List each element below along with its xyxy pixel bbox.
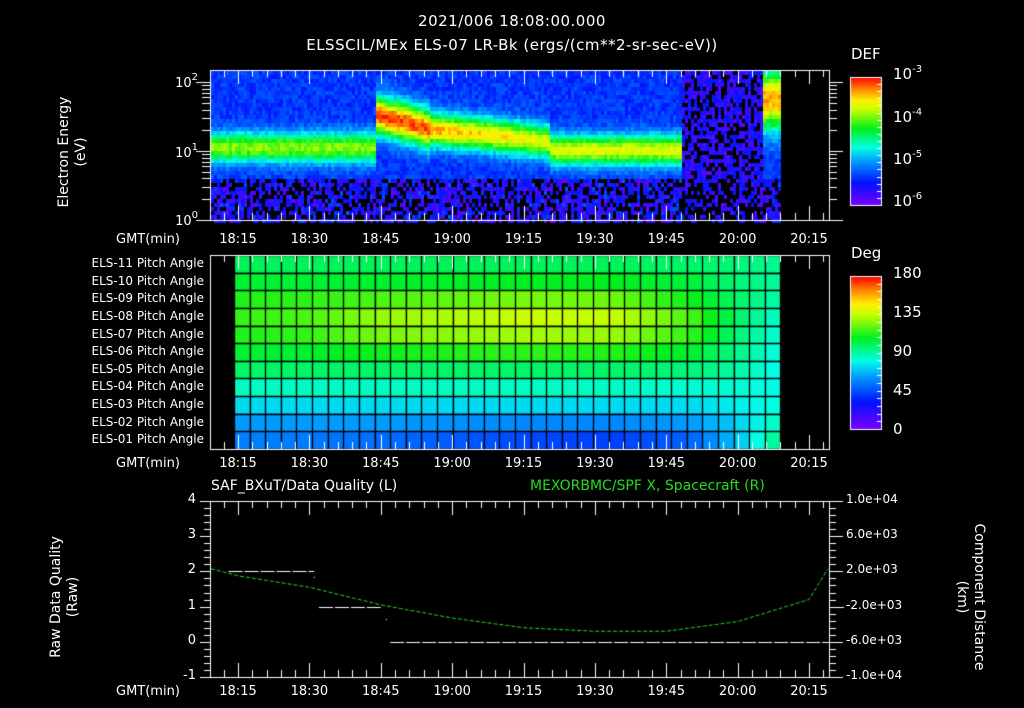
def-colorbar-label-1e-5: 10-5 <box>893 149 923 168</box>
pitch-row-label: ELS-09 Pitch Angle <box>91 291 204 306</box>
time-tick-label: 19:15 <box>504 684 543 699</box>
quality-axis-title-line1: Raw Data Quality <box>48 536 64 658</box>
quality-axis-title-line2: (Raw) <box>65 576 81 618</box>
time-tick-label: 18:15 <box>219 456 257 471</box>
energy-axis-title: Electron Energy (eV) <box>56 77 90 227</box>
time-tick-label: 20:15 <box>790 456 828 471</box>
time-tick-label: 18:15 <box>219 232 257 247</box>
distance-ytick-label: -1.0e+04 <box>846 668 903 682</box>
time-axis-label-1: GMT(min) <box>116 232 180 247</box>
time-axis-label-3: GMT(min) <box>116 684 180 699</box>
pitch-row-label: ELS-08 Pitch Angle <box>91 308 204 323</box>
pitch-row-label: ELS-01 Pitch Angle <box>91 432 204 447</box>
distance-axis-title: Component Distance (km) <box>953 507 987 687</box>
time-tick-label: 18:30 <box>290 456 329 471</box>
deg-colorbar-label-135: 135 <box>893 303 922 321</box>
quality-ytick-label: -1 <box>183 668 196 683</box>
time-tick-label: 18:45 <box>362 232 400 247</box>
quality-plot-title: SAF_BXuT/Data Quality (L) <box>211 478 398 494</box>
time-tick-label: 18:45 <box>362 456 400 471</box>
quality-ytick-label: 0 <box>187 632 196 648</box>
energy-axis-title-line2: (eV) <box>73 137 89 167</box>
pitch-row-label: ELS-11 Pitch Angle <box>91 256 204 270</box>
pitch-row-label: ELS-10 Pitch Angle <box>91 273 204 288</box>
time-tick-label: 19:30 <box>576 456 614 471</box>
time-tick-label: 19:00 <box>433 456 471 471</box>
time-axis-label-2: GMT(min) <box>116 456 180 471</box>
quality-ytick-label: 1 <box>187 597 196 613</box>
pitch-row-label: ELS-06 Pitch Angle <box>91 344 204 359</box>
quality-axis-title: Raw Data Quality (Raw) <box>48 522 82 672</box>
deg-colorbar-label-0: 0 <box>893 420 903 438</box>
distance-axis-title-line2: (km) <box>954 580 970 614</box>
distance-ytick-label: 1.0e+04 <box>846 492 898 506</box>
pitch-row-label: ELS-03 Pitch Angle <box>91 397 204 412</box>
def-colorbar-label-1e-3: 10-3 <box>893 64 923 83</box>
quality-ytick-label: 2 <box>187 562 196 578</box>
distance-ytick-label: -2.0e+03 <box>846 597 903 612</box>
time-tick-label: 20:00 <box>718 232 757 247</box>
time-tick-label: 18:30 <box>290 684 329 699</box>
time-tick-label: 19:30 <box>576 684 614 699</box>
distance-axis-title-line1: Component Distance <box>971 523 987 671</box>
def-colorbar-label-1e-6: 10-6 <box>893 191 923 210</box>
time-tick-label: 18:30 <box>290 232 329 247</box>
time-tick-label: 19:45 <box>647 456 685 471</box>
def-colorbar-title: DEF <box>851 45 881 63</box>
time-tick-label: 19:00 <box>433 232 471 247</box>
deg-colorbar-label-180: 180 <box>893 264 922 282</box>
pitch-row-label: ELS-04 Pitch Angle <box>91 379 204 394</box>
spf-x-plot-title: MEXORBMC/SPF X, Spacecraft (R) <box>530 478 765 494</box>
time-tick-label: 20:00 <box>718 456 757 471</box>
distance-ytick-label: 6.0e+03 <box>846 527 898 542</box>
quality-ytick-label: 4 <box>187 492 196 507</box>
energy-tick-1: 100 <box>175 210 198 229</box>
time-tick-label: 19:15 <box>504 232 543 247</box>
time-tick-label: 20:15 <box>790 684 828 699</box>
time-tick-label: 19:45 <box>647 232 685 247</box>
time-tick-label: 19:15 <box>504 456 543 471</box>
deg-colorbar-label-45: 45 <box>893 381 913 399</box>
pitch-row-label: ELS-02 Pitch Angle <box>91 414 204 429</box>
energy-axis-title-line1: Electron Energy <box>56 96 72 208</box>
time-tick-label: 19:30 <box>576 232 614 247</box>
distance-ytick-label: 2.0e+03 <box>846 562 898 577</box>
time-tick-label: 19:00 <box>433 684 471 699</box>
time-tick-label: 20:00 <box>718 684 757 699</box>
energy-tick-100: 102 <box>175 72 198 91</box>
energy-tick-10: 101 <box>175 142 198 161</box>
deg-colorbar-label-90: 90 <box>893 342 913 360</box>
distance-ytick-label: -6.0e+03 <box>846 632 903 647</box>
deg-colorbar-title: Deg <box>851 244 882 262</box>
pitch-row-label: ELS-05 Pitch Angle <box>91 361 204 376</box>
quality-ytick-label: 3 <box>187 527 196 543</box>
pitch-row-label: ELS-07 Pitch Angle <box>91 326 204 341</box>
def-colorbar-label-1e-4: 10-4 <box>893 107 923 126</box>
time-tick-label: 18:45 <box>362 684 400 699</box>
time-tick-label: 20:15 <box>790 232 828 247</box>
time-tick-label: 18:15 <box>219 684 257 699</box>
time-tick-label: 19:45 <box>647 684 685 699</box>
